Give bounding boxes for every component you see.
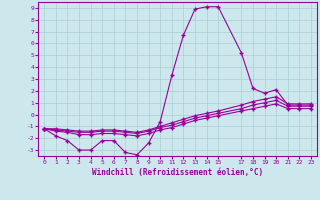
X-axis label: Windchill (Refroidissement éolien,°C): Windchill (Refroidissement éolien,°C): [92, 168, 263, 177]
